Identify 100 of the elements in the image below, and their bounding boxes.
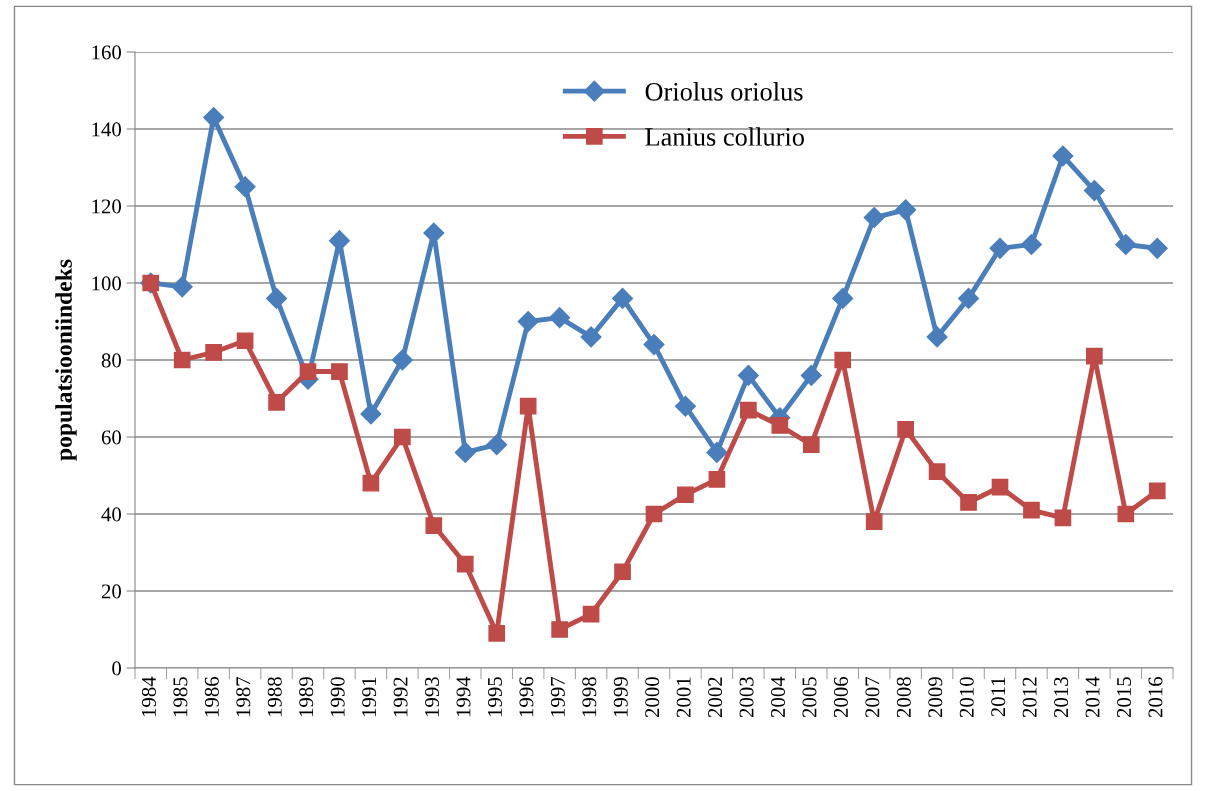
point xyxy=(1023,501,1040,519)
x-tick-label: 2014 xyxy=(1085,676,1100,718)
point xyxy=(614,563,631,581)
x-tick-label: 2007 xyxy=(865,676,880,718)
y-tick-label: 120 xyxy=(92,199,122,214)
point xyxy=(1086,347,1103,365)
point xyxy=(740,401,757,419)
x-tick-label: 1993 xyxy=(425,677,440,717)
x-tick-label: 2004 xyxy=(770,676,786,718)
x-tick-label: 2008 xyxy=(896,677,911,718)
y-tick-label: 160 xyxy=(92,45,122,60)
point xyxy=(706,441,728,463)
point xyxy=(394,428,411,446)
point xyxy=(331,363,348,380)
x-tick-label: 2009 xyxy=(928,677,943,718)
x-tick-label: 2011 xyxy=(991,677,1006,717)
point xyxy=(360,403,382,425)
point xyxy=(612,287,634,309)
x-tick-label: 1987 xyxy=(236,676,251,717)
x-tick-label: 1996 xyxy=(519,676,534,717)
point xyxy=(1115,233,1137,256)
point xyxy=(958,287,980,309)
legend-label: Oriolus oriolus xyxy=(645,82,803,101)
point xyxy=(205,343,222,361)
point xyxy=(708,471,726,488)
point xyxy=(645,505,663,523)
y-tick-label: 80 xyxy=(101,353,122,368)
point xyxy=(423,222,445,244)
x-tick-label: 1989 xyxy=(299,677,314,717)
x-tick-label: 2000 xyxy=(645,677,660,718)
y-tick-label: 0 xyxy=(112,661,122,676)
x-tick-label: 2005 xyxy=(802,677,817,718)
point xyxy=(771,417,789,434)
x-tick-label: 1984 xyxy=(141,676,156,717)
point xyxy=(236,332,254,350)
y-tick-label: 20 xyxy=(101,584,122,599)
point xyxy=(1083,180,1105,202)
point xyxy=(1054,509,1072,527)
point xyxy=(926,326,948,348)
x-tick-label: 1995 xyxy=(487,677,502,717)
point xyxy=(1148,482,1166,500)
point xyxy=(897,420,914,438)
point xyxy=(171,276,193,298)
x-tick-label: 2002 xyxy=(708,677,723,718)
x-tick-label: 1994 xyxy=(456,676,471,717)
x-tick-label: 2003 xyxy=(739,677,754,718)
point xyxy=(203,106,225,128)
x-tick-label: 1992 xyxy=(393,677,408,717)
point xyxy=(1146,237,1168,259)
point xyxy=(551,621,568,638)
x-tick-label: 2016 xyxy=(1148,676,1163,718)
point xyxy=(834,351,852,369)
point xyxy=(580,326,602,348)
point xyxy=(173,351,191,369)
legend-label: Lanius collurio xyxy=(645,127,804,146)
point xyxy=(549,307,571,329)
x-tick-label: 1991 xyxy=(362,677,377,717)
point xyxy=(895,199,917,221)
x-tick-label: 1998 xyxy=(582,677,597,717)
point xyxy=(582,605,600,623)
x-tick-label: 2006 xyxy=(833,676,848,718)
point xyxy=(989,237,1011,259)
point xyxy=(266,287,288,309)
point xyxy=(677,486,694,504)
x-tick-label: 2013 xyxy=(1054,677,1069,718)
point xyxy=(268,394,285,411)
point xyxy=(519,397,537,415)
y-tick-label: 60 xyxy=(101,430,122,445)
point xyxy=(362,474,380,492)
point xyxy=(1020,233,1042,256)
point xyxy=(674,395,696,417)
point xyxy=(425,517,443,534)
x-tick-label: 2015 xyxy=(1116,677,1132,718)
point xyxy=(802,436,820,454)
point xyxy=(299,363,317,380)
point xyxy=(234,176,256,198)
point xyxy=(643,334,665,356)
point xyxy=(800,364,822,386)
x-tick-label: 1988 xyxy=(267,677,282,717)
point xyxy=(991,478,1009,496)
point xyxy=(737,364,759,386)
x-tick-label: 1997 xyxy=(550,676,565,717)
point xyxy=(865,513,883,531)
y-tick-label: 140 xyxy=(92,122,122,137)
point xyxy=(960,494,977,511)
x-tick-label: 1986 xyxy=(204,676,219,717)
point xyxy=(486,434,508,456)
x-tick-label: 1999 xyxy=(613,677,628,717)
point xyxy=(456,555,474,573)
point xyxy=(832,287,854,309)
y-tick-label: 100 xyxy=(92,276,122,291)
point xyxy=(1117,505,1135,523)
point xyxy=(488,625,506,642)
x-tick-label: 2001 xyxy=(676,677,691,718)
y-tick-label: 40 xyxy=(101,507,122,522)
x-tick-label: 1985 xyxy=(173,677,188,717)
x-tick-label: 1990 xyxy=(330,677,345,717)
point xyxy=(863,207,885,229)
point xyxy=(517,310,539,333)
x-tick-label: 2010 xyxy=(959,677,974,718)
